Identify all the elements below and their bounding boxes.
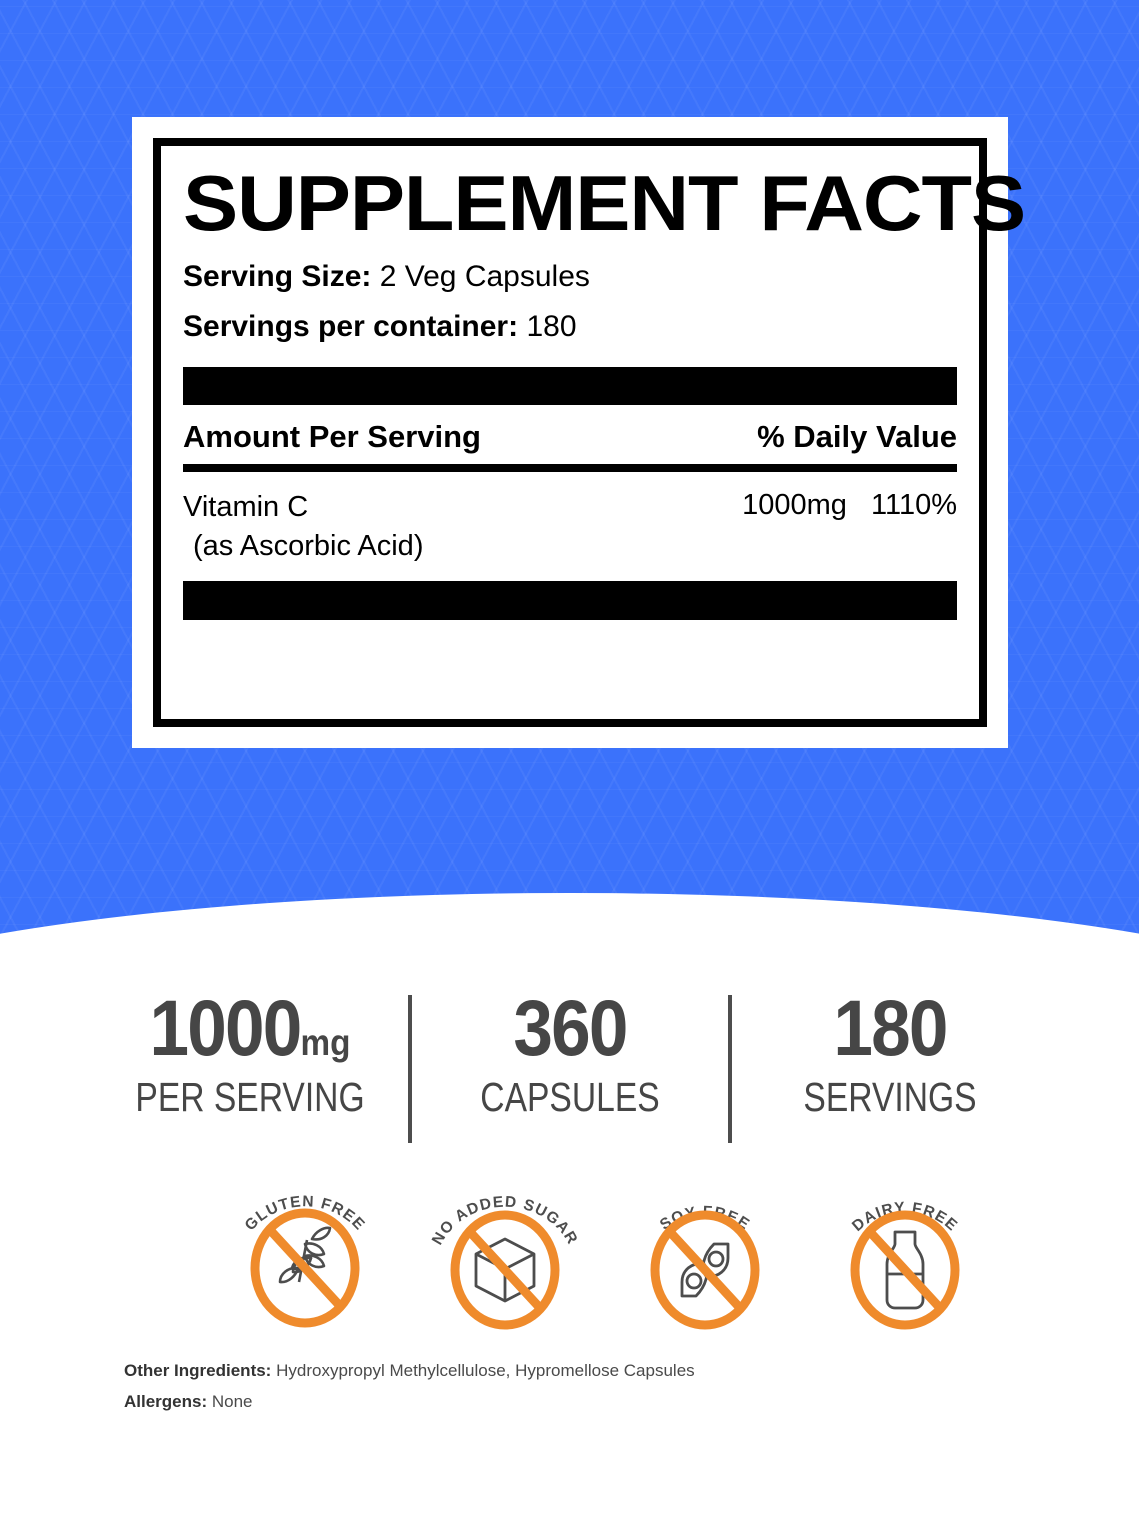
nutrient-name: Vitamin C <box>183 491 309 524</box>
badge-soy-free: SOY FREE <box>610 1182 800 1334</box>
nutrient-daily-value: 1110% <box>871 489 957 522</box>
stat-label: CAPSULES <box>479 1073 660 1120</box>
servings-per-container-value: 180 <box>526 309 577 343</box>
prohibition-sign <box>250 1208 360 1328</box>
stat-capsules: 360 CAPSULES <box>412 983 728 1120</box>
nutrient-value-cell: 1000mg 1110% <box>742 488 957 522</box>
serving-size-label: Serving Size: <box>183 259 372 293</box>
nutrient-source: (as Ascorbic Acid) <box>193 529 424 562</box>
stat-unit: mg <box>300 1022 350 1063</box>
stat-divider-1 <box>407 995 412 1143</box>
prohibition-sign <box>850 1210 960 1330</box>
rule-thick-bottom <box>183 581 957 621</box>
table-row: Vitamin C (as Ascorbic Acid) 1000mg 1110… <box>183 488 957 565</box>
supplement-facts-card: SUPPLEMENT FACTS Serving Size: 2 Veg Cap… <box>132 117 1026 748</box>
stat-number: 180 <box>832 983 948 1072</box>
table-header-row: Amount Per Serving % Daily Value <box>183 419 957 455</box>
badge-dairy-free: DAIRY FREE <box>810 1182 1000 1334</box>
badge-gluten-free: GLUTEN FREE <box>210 1182 400 1334</box>
stat-per-serving: 1000mg PER SERVING <box>92 983 408 1120</box>
stat-divider-2 <box>727 995 732 1143</box>
stat-number: 360 <box>512 983 628 1072</box>
certification-badges-row: GLUTEN FREE NO ADDED SUGAR <box>210 1182 1000 1334</box>
stat-label: PER SERVING <box>134 1073 365 1120</box>
rule-thick-top <box>183 367 957 406</box>
page-title: SUPPLEMENT FACTS <box>183 159 1026 247</box>
serving-size-row: Serving Size: 2 Veg Capsules <box>183 258 957 296</box>
rule-thin <box>183 464 957 473</box>
nutrient-name-cell: Vitamin C (as Ascorbic Acid) <box>183 488 423 565</box>
prohibition-sign <box>650 1210 760 1330</box>
supplement-facts-border: SUPPLEMENT FACTS Serving Size: 2 Veg Cap… <box>153 138 1026 727</box>
stats-row: 1000mg PER SERVING 360 CAPSULES 180 SERV… <box>0 983 1139 1150</box>
other-ingredients-label: Other Ingredients: <box>124 1361 272 1380</box>
other-ingredients-line: Other Ingredients: Hydroxypropyl Methylc… <box>124 1355 1044 1386</box>
allergens-value: None <box>211 1392 253 1412</box>
servings-per-container-row: Servings per container: 180 <box>183 308 957 346</box>
white-curve-divider <box>0 893 1139 1513</box>
nutrient-amount: 1000mg <box>742 489 847 522</box>
stat-label: SERVINGS <box>802 1073 977 1120</box>
servings-per-container-label: Servings per container: <box>183 309 519 343</box>
footer: Other Ingredients: Hydroxypropyl Methylc… <box>124 1355 1044 1418</box>
other-ingredients-value: Hydroxypropyl Methylcellulose, Hypromell… <box>276 1361 695 1380</box>
stat-servings: 180 SERVINGS <box>732 983 1048 1120</box>
badge-no-added-sugar: NO ADDED SUGAR <box>410 1182 600 1334</box>
allergens-line: Allergens: None <box>124 1386 1044 1417</box>
amount-per-serving-header: Amount Per Serving <box>183 419 481 455</box>
prohibition-sign <box>450 1210 560 1330</box>
stat-number: 1000mg <box>149 983 350 1072</box>
serving-size-value: 2 Veg Capsules <box>379 259 590 293</box>
allergens-label: Allergens: <box>124 1392 208 1412</box>
daily-value-header: % Daily Value <box>757 419 957 455</box>
